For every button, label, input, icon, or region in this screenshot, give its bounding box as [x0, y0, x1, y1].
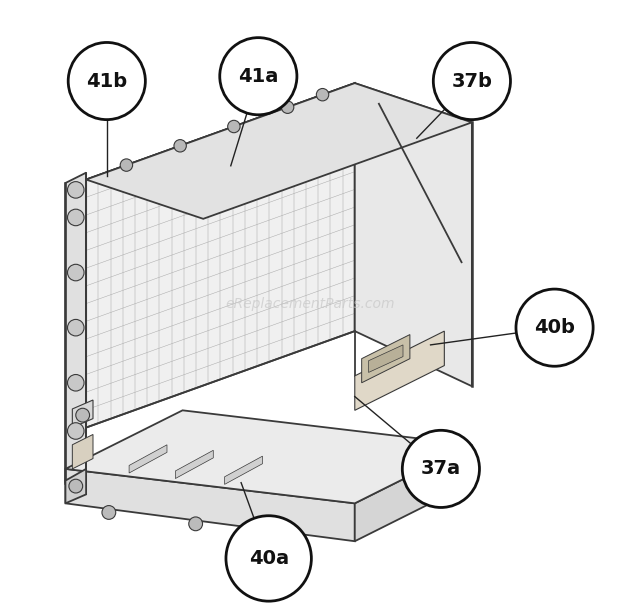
Polygon shape: [175, 450, 213, 478]
Text: 41b: 41b: [86, 72, 127, 90]
Circle shape: [402, 430, 479, 507]
Polygon shape: [355, 83, 472, 386]
Circle shape: [433, 42, 510, 120]
Polygon shape: [86, 83, 472, 219]
Circle shape: [316, 88, 329, 101]
Circle shape: [228, 120, 240, 133]
Circle shape: [68, 182, 84, 198]
Polygon shape: [355, 331, 445, 410]
Text: 40b: 40b: [534, 318, 575, 337]
Circle shape: [68, 319, 84, 336]
Polygon shape: [361, 335, 410, 383]
Circle shape: [76, 408, 89, 422]
Polygon shape: [73, 400, 93, 427]
Polygon shape: [73, 435, 93, 469]
Polygon shape: [368, 345, 403, 373]
Circle shape: [69, 479, 82, 493]
Polygon shape: [86, 83, 355, 427]
Circle shape: [281, 101, 294, 114]
Polygon shape: [129, 445, 167, 473]
Polygon shape: [224, 456, 262, 484]
Polygon shape: [66, 410, 472, 503]
Text: 37b: 37b: [451, 72, 492, 90]
Text: 37a: 37a: [421, 459, 461, 478]
Circle shape: [68, 209, 84, 226]
Polygon shape: [355, 445, 472, 541]
Circle shape: [516, 289, 593, 366]
Circle shape: [226, 516, 311, 601]
Polygon shape: [66, 173, 86, 483]
Circle shape: [102, 505, 116, 519]
Text: 40a: 40a: [249, 549, 289, 568]
Circle shape: [267, 527, 281, 541]
Text: eReplacementParts.com: eReplacementParts.com: [225, 297, 395, 311]
Circle shape: [68, 375, 84, 391]
Circle shape: [68, 264, 84, 281]
Circle shape: [68, 422, 84, 439]
Text: 41a: 41a: [238, 67, 278, 86]
Polygon shape: [66, 469, 355, 541]
Circle shape: [219, 37, 297, 115]
Circle shape: [188, 517, 203, 530]
Circle shape: [174, 139, 187, 152]
Circle shape: [68, 42, 145, 120]
Polygon shape: [66, 469, 86, 503]
Circle shape: [120, 159, 133, 171]
